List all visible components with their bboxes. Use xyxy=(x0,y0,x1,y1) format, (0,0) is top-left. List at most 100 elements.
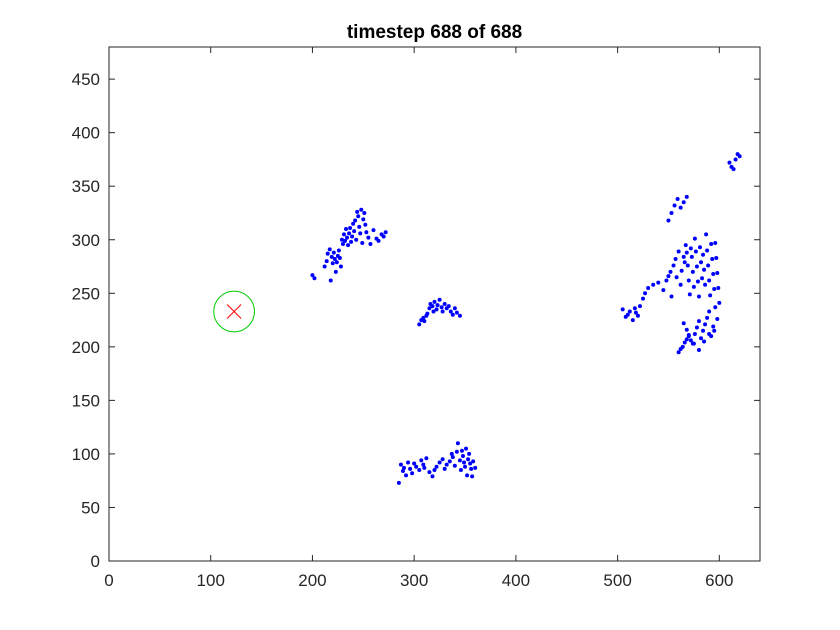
data-point xyxy=(661,288,666,293)
data-point xyxy=(656,280,661,285)
x-tick-label: 200 xyxy=(298,571,326,590)
data-point xyxy=(683,243,688,248)
data-point xyxy=(337,255,342,260)
data-point xyxy=(440,309,445,314)
data-point xyxy=(400,469,405,474)
data-point xyxy=(696,319,701,324)
data-point xyxy=(625,312,630,317)
data-point xyxy=(427,306,432,311)
data-point xyxy=(446,304,451,309)
data-point xyxy=(643,291,648,296)
data-point xyxy=(699,336,704,341)
data-point xyxy=(473,465,478,470)
data-point xyxy=(347,231,352,236)
data-point xyxy=(702,339,707,344)
data-point xyxy=(695,279,700,284)
data-point xyxy=(672,203,677,208)
data-point xyxy=(452,306,457,311)
data-point xyxy=(716,285,721,290)
data-point xyxy=(681,321,686,326)
data-point xyxy=(465,473,470,478)
data-point xyxy=(401,465,406,470)
data-point xyxy=(714,255,719,260)
data-point xyxy=(351,221,356,226)
data-point xyxy=(362,210,367,215)
data-point xyxy=(706,263,711,268)
data-point xyxy=(341,232,346,237)
data-point xyxy=(709,242,714,247)
y-tick-label: 300 xyxy=(72,231,100,250)
data-point xyxy=(412,461,417,466)
x-tick-label: 0 xyxy=(104,571,113,590)
data-point xyxy=(666,274,671,279)
x-tick-label: 300 xyxy=(400,571,428,590)
data-point xyxy=(737,154,742,159)
data-point xyxy=(358,231,363,236)
data-point xyxy=(646,285,651,290)
data-point xyxy=(455,441,460,446)
data-point xyxy=(471,459,476,464)
data-point xyxy=(425,311,430,316)
data-point xyxy=(444,462,449,467)
x-tick-label: 600 xyxy=(705,571,733,590)
data-point xyxy=(699,260,704,265)
data-point xyxy=(620,307,625,312)
data-point xyxy=(366,235,371,240)
data-point xyxy=(703,322,708,327)
data-point xyxy=(697,245,702,250)
data-points xyxy=(310,152,742,485)
data-point xyxy=(419,458,424,463)
data-point xyxy=(470,474,475,479)
data-point xyxy=(355,209,360,214)
data-point xyxy=(331,250,336,255)
data-point xyxy=(457,313,462,318)
data-point xyxy=(668,269,673,274)
y-tick-label: 100 xyxy=(72,445,100,464)
data-point xyxy=(705,248,710,253)
data-point xyxy=(690,269,695,274)
data-point xyxy=(432,467,437,472)
data-point xyxy=(627,309,632,314)
y-axis: 0 50 100 150 200 250 300 350 400 450 xyxy=(72,70,760,571)
data-point xyxy=(361,217,366,222)
data-point xyxy=(435,303,440,308)
data-point xyxy=(469,466,474,471)
data-point xyxy=(694,264,699,269)
data-point xyxy=(332,257,337,262)
data-point xyxy=(434,307,439,312)
data-point xyxy=(687,292,692,297)
data-point xyxy=(437,460,442,465)
data-point xyxy=(635,313,640,318)
data-point xyxy=(352,229,357,234)
data-point xyxy=(681,254,686,259)
data-point xyxy=(349,239,354,244)
data-point xyxy=(324,259,329,264)
data-point xyxy=(671,263,676,268)
data-point xyxy=(701,328,706,333)
data-point xyxy=(694,325,699,330)
x-tick-label: 100 xyxy=(197,571,225,590)
chart-title: timestep 688 of 688 xyxy=(347,22,522,43)
data-point xyxy=(676,350,681,355)
data-point xyxy=(707,309,712,314)
data-point xyxy=(417,467,422,472)
data-point xyxy=(322,264,327,269)
data-point xyxy=(684,194,689,199)
data-point xyxy=(344,227,349,232)
data-point xyxy=(427,470,432,475)
data-point xyxy=(408,466,413,471)
y-tick-label: 350 xyxy=(72,177,100,196)
data-point xyxy=(681,200,686,205)
data-point xyxy=(731,167,736,172)
data-point xyxy=(637,304,642,309)
data-point xyxy=(685,263,690,268)
data-point xyxy=(357,224,362,229)
data-point xyxy=(368,242,373,247)
axes-box xyxy=(108,46,761,562)
y-tick-label: 0 xyxy=(91,552,100,571)
data-point xyxy=(333,269,338,274)
data-point xyxy=(442,466,447,471)
x-axis: 0 100 200 300 400 500 600 xyxy=(104,47,734,590)
data-point xyxy=(371,228,376,233)
